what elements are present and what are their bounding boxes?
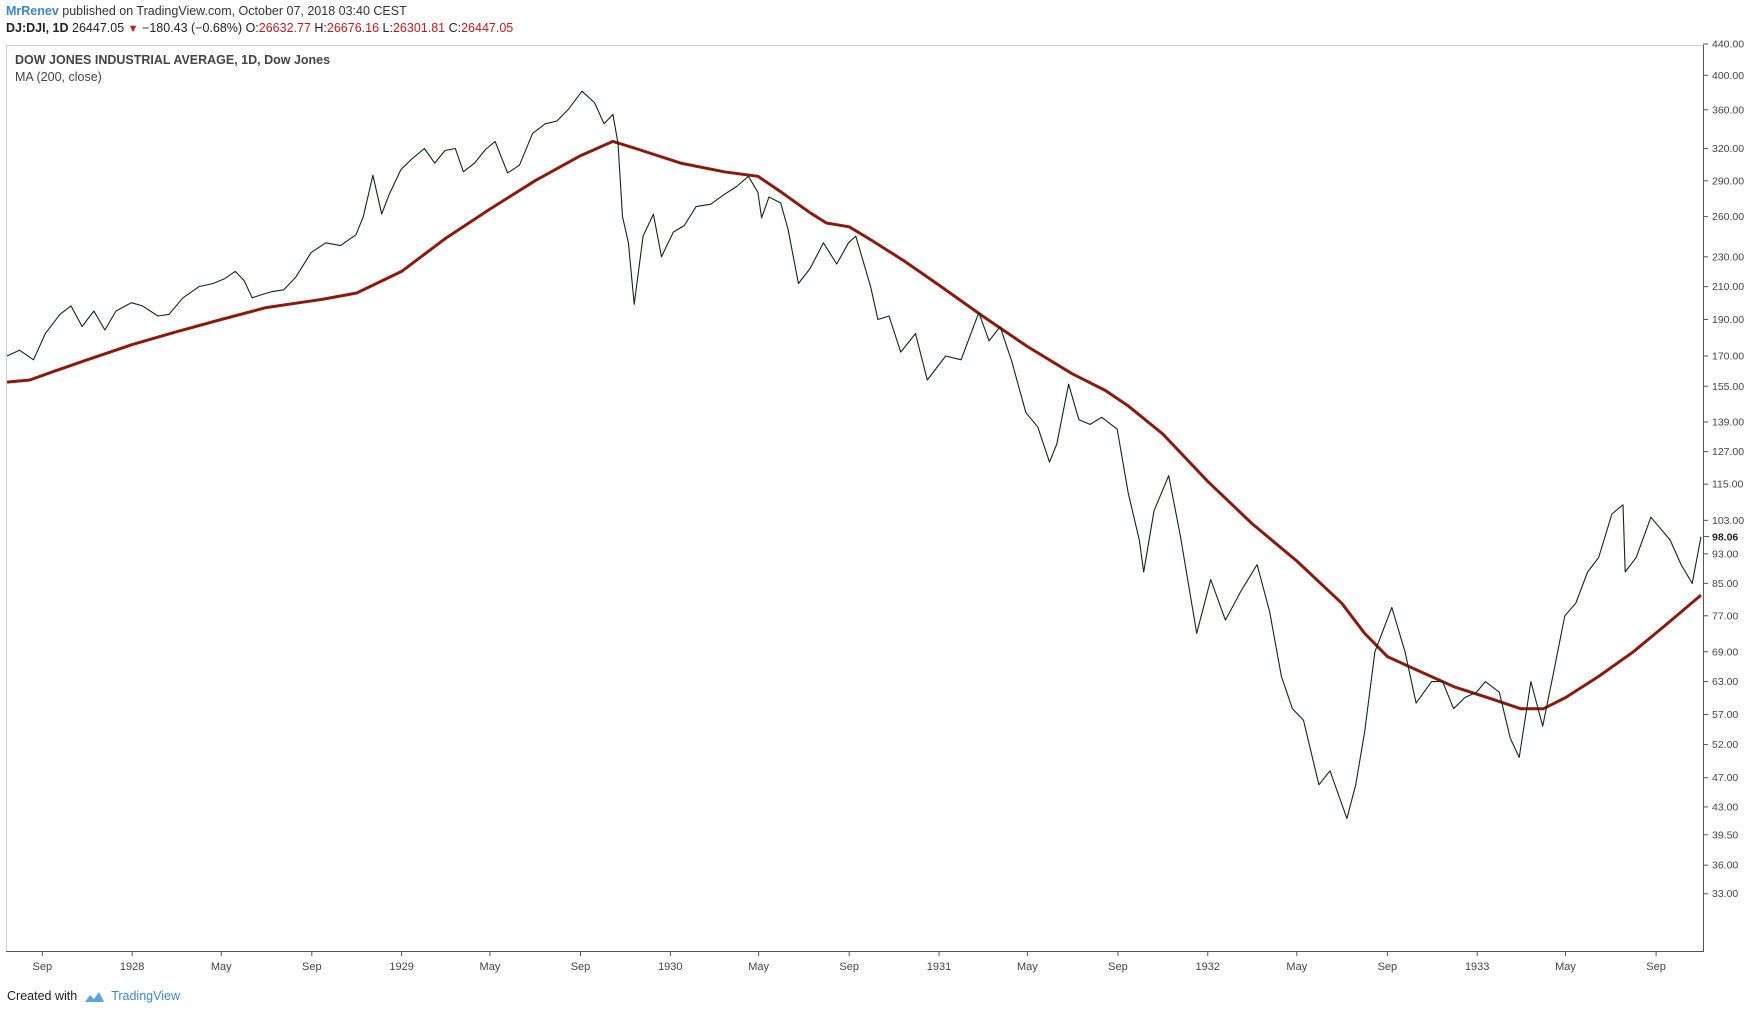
y-tick-label: 57.00 [1712, 709, 1738, 721]
high-value: 26676.16 [326, 21, 380, 35]
y-tick-label: 155.00 [1712, 381, 1744, 393]
time-axis[interactable]: Sep 1928 May Sep 1929 May Sep 1930 May Sep 1931 May… [33, 951, 1666, 973]
author-link[interactable]: MrRenev [6, 4, 59, 18]
y-tick-label: 36.00 [1712, 860, 1738, 872]
x-tick-label: May [480, 961, 501, 973]
x-tick-label: Sep [839, 961, 859, 973]
price-chart[interactable]: DOW JONES INDUSTRIAL AVERAGE, 1D, Dow Jo… [0, 0, 1757, 985]
down-triangle-icon: ▼ [127, 23, 139, 35]
x-tick-label: Sep [1378, 961, 1398, 973]
x-tick-label: May [1017, 961, 1038, 973]
y-tick-label: 260.00 [1712, 211, 1744, 223]
y-tick-label: 190.00 [1712, 314, 1744, 326]
y-tick-label: 170.00 [1712, 350, 1744, 362]
x-tick-label: 1933 [1465, 961, 1489, 973]
y-tick-label: 115.00 [1712, 479, 1743, 491]
x-tick-label: May [1555, 961, 1576, 973]
y-tick-label: 103.00 [1712, 515, 1744, 527]
x-tick-label: May [1286, 961, 1307, 973]
x-tick-label: Sep [302, 961, 322, 973]
y-tick-label: 69.00 [1712, 646, 1738, 658]
y-tick-label: 33.00 [1712, 888, 1738, 900]
ohlc-line: DJ:DJI, 1D 26447.05 ▼ −180.43 (−0.68%) O… [6, 20, 513, 38]
x-tick-label: Sep [33, 961, 53, 973]
y-tick-label: 63.00 [1712, 676, 1738, 688]
tradingview-cloud-icon [85, 991, 105, 1002]
y-tick-label: 440.00 [1712, 39, 1744, 51]
y-tick-label: 85.00 [1712, 578, 1738, 590]
x-tick-label: 1928 [120, 961, 144, 973]
low-label: L: [382, 21, 393, 35]
y-tick-label: 139.00 [1712, 417, 1744, 429]
low-value: 26301.81 [392, 21, 446, 35]
x-tick-label: Sep [571, 961, 591, 973]
chart-header: MrRenev published on TradingView.com, Oc… [6, 3, 513, 38]
y-tick-label: 230.00 [1712, 251, 1744, 263]
y-tick-label: 320.00 [1712, 143, 1744, 155]
indicator-label: MA (200, close) [15, 70, 102, 84]
x-tick-label: 1932 [1196, 961, 1220, 973]
y-tick-label: 360.00 [1712, 104, 1744, 116]
close-value: 26447.05 [461, 21, 514, 35]
footer: Created with TradingView [7, 989, 180, 1003]
y-tick-label: 77.00 [1712, 610, 1738, 622]
last-price: 26447.05 [72, 21, 125, 35]
x-tick-label: May [211, 961, 232, 973]
open-value: 26632.77 [258, 21, 311, 35]
x-tick-label: 1930 [658, 961, 682, 973]
x-tick-label: Sep [1646, 961, 1666, 973]
y-tick-label: 290.00 [1712, 175, 1744, 187]
last-value-label: 98.06 [1712, 531, 1738, 543]
x-tick-label: 1929 [389, 961, 413, 973]
y-tick-label: 52.00 [1712, 739, 1738, 751]
y-tick-label: 47.00 [1712, 772, 1738, 784]
plot-frame [6, 45, 1704, 952]
y-tick-label: 93.00 [1712, 548, 1738, 560]
price-line [6, 90, 1702, 820]
x-tick-label: May [748, 961, 769, 973]
x-tick-label: Sep [1108, 961, 1128, 973]
close-label: C: [448, 21, 462, 35]
price-change: −180.43 (−0.68%) [142, 21, 243, 35]
y-tick-label: 127.00 [1712, 446, 1744, 458]
price-axis[interactable]: 440.00 400.00 360.00 320.00 290.00 260.00 230.… [1703, 39, 1744, 901]
y-tick-label: 39.50 [1712, 829, 1738, 841]
y-tick-label: 43.00 [1712, 801, 1738, 813]
chart-title: DOW JONES INDUSTRIAL AVERAGE, 1D, Dow Jo… [15, 53, 330, 67]
y-tick-label: 400.00 [1712, 70, 1744, 82]
tradingview-link[interactable]: TradingView [111, 989, 180, 1003]
symbol-label: DJ:DJI, 1D [6, 21, 69, 35]
published-text: published on TradingView.com, October 07… [62, 4, 407, 18]
last-value-tag: 98.06 [1703, 531, 1738, 543]
high-label: H: [314, 21, 327, 35]
open-label: O: [245, 21, 259, 35]
x-tick-label: 1931 [927, 961, 951, 973]
publish-line: MrRenev published on TradingView.com, Oc… [6, 3, 513, 20]
created-with-text: Created with [7, 989, 78, 1003]
ma-200-line [6, 139, 1702, 711]
y-tick-label: 210.00 [1712, 281, 1744, 293]
